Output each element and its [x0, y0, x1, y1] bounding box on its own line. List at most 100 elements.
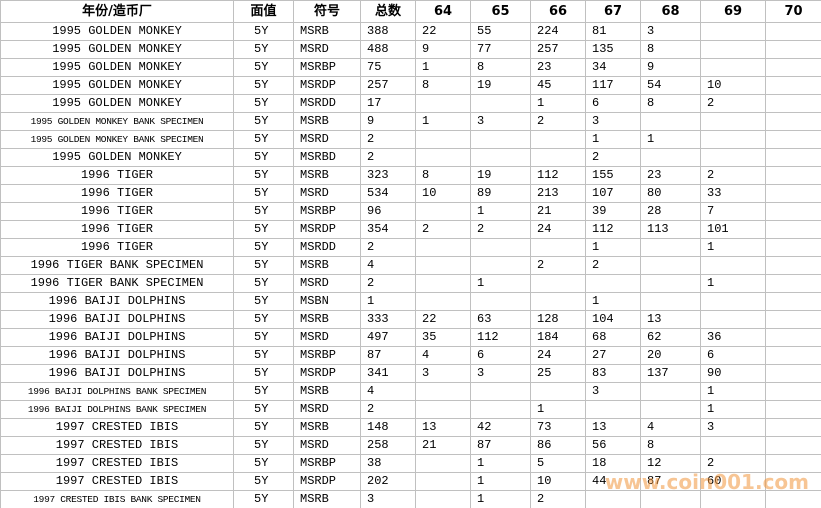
table-cell: 13: [585, 418, 641, 437]
table-cell: 39: [585, 202, 641, 221]
table-cell: 5Y: [233, 364, 294, 383]
table-cell: 86: [530, 436, 586, 455]
table-cell: 1996 TIGER: [0, 184, 234, 203]
table-cell: 5Y: [233, 220, 294, 239]
table-cell: MSRDP: [293, 76, 361, 95]
empty-cell: [530, 238, 586, 257]
table-cell: 4: [640, 418, 701, 437]
empty-cell: [765, 58, 821, 77]
table-cell: 8: [415, 76, 471, 95]
table-cell: 5Y: [233, 454, 294, 473]
table-cell: 128: [530, 310, 586, 329]
table-cell: 19: [470, 166, 531, 185]
empty-cell: [470, 382, 531, 401]
empty-cell: [470, 238, 531, 257]
table-cell: 8: [415, 166, 471, 185]
table-cell: 4: [415, 346, 471, 365]
empty-cell: [585, 274, 641, 293]
table-cell: 20: [640, 346, 701, 365]
table-cell: 117: [585, 76, 641, 95]
empty-cell: [530, 382, 586, 401]
table-row: 1996 TIGER 5Y MSRDP 354 2 2 24 112 113 101: [0, 220, 821, 239]
table-cell: 21: [415, 436, 471, 455]
empty-cell: [765, 184, 821, 203]
table-cell: 90: [700, 364, 766, 383]
table-cell: 63: [470, 310, 531, 329]
table-cell: 1995 GOLDEN MONKEY: [0, 22, 234, 41]
table-cell: 3: [360, 490, 416, 508]
table-cell: 87: [470, 436, 531, 455]
table-cell: 17: [360, 94, 416, 113]
table-cell: MSRBP: [293, 58, 361, 77]
table-cell: 1: [700, 382, 766, 401]
table-cell: 3: [415, 364, 471, 383]
table-cell: 38: [360, 454, 416, 473]
table-row: 1995 GOLDEN MONKEY 5Y MSRDP 257 8 19 45 117 54 10: [0, 76, 821, 95]
table-cell: 34: [585, 58, 641, 77]
empty-cell: [470, 256, 531, 275]
empty-cell: [765, 418, 821, 437]
empty-cell: [415, 94, 471, 113]
table-cell: 1995 GOLDEN MONKEY BANK SPECIMEN: [0, 130, 234, 149]
table-cell: 5Y: [233, 58, 294, 77]
empty-cell: [415, 472, 471, 491]
table-cell: 1: [530, 400, 586, 419]
table-cell: 1: [470, 274, 531, 293]
header-cell: 66: [530, 0, 586, 23]
table-cell: 1997 CRESTED IBIS BANK SPECIMEN: [0, 490, 234, 508]
table-cell: 1996 TIGER BANK SPECIMEN: [0, 274, 234, 293]
table-cell: MSRD: [293, 184, 361, 203]
empty-cell: [765, 220, 821, 239]
empty-cell: [700, 310, 766, 329]
empty-cell: [765, 292, 821, 311]
table-cell: 55: [470, 22, 531, 41]
table-cell: 1: [585, 130, 641, 149]
empty-cell: [415, 256, 471, 275]
table-cell: 33: [700, 184, 766, 203]
empty-cell: [415, 292, 471, 311]
table-cell: 22: [415, 22, 471, 41]
table-cell: 5: [530, 454, 586, 473]
table-cell: 81: [585, 22, 641, 41]
table-cell: 68: [585, 328, 641, 347]
table-cell: 22: [415, 310, 471, 329]
table-cell: MSRD: [293, 274, 361, 293]
table-row: 1995 GOLDEN MONKEY 5Y MSRBD 2 2: [0, 148, 821, 167]
table-cell: 23: [530, 58, 586, 77]
empty-cell: [700, 256, 766, 275]
table-cell: 80: [640, 184, 701, 203]
empty-cell: [765, 112, 821, 131]
table-cell: 1: [470, 472, 531, 491]
table-cell: 9: [640, 58, 701, 77]
table-cell: 5Y: [233, 148, 294, 167]
table-cell: 2: [530, 490, 586, 508]
empty-cell: [640, 148, 701, 167]
table-cell: MSRB: [293, 166, 361, 185]
empty-cell: [765, 22, 821, 41]
table-cell: 137: [640, 364, 701, 383]
table-cell: 5Y: [233, 400, 294, 419]
table-cell: 1995 GOLDEN MONKEY: [0, 58, 234, 77]
table-cell: 8: [640, 40, 701, 59]
table-cell: 2: [585, 256, 641, 275]
table-cell: MSRDD: [293, 238, 361, 257]
table-row: 1996 BAIJI DOLPHINS 5Y MSRB 333 22 63 128 104 13: [0, 310, 821, 329]
table-row: 1997 CRESTED IBIS 5Y MSRBP 38 1 5 18 12 2: [0, 454, 821, 473]
table-cell: 2: [530, 256, 586, 275]
table-cell: 1996 BAIJI DOLPHINS: [0, 292, 234, 311]
empty-cell: [765, 202, 821, 221]
empty-cell: [700, 436, 766, 455]
table-cell: 534: [360, 184, 416, 203]
table-cell: 1: [585, 238, 641, 257]
table-cell: 10: [415, 184, 471, 203]
table-cell: 19: [470, 76, 531, 95]
table-cell: 2: [360, 130, 416, 149]
empty-cell: [765, 166, 821, 185]
table-cell: 28: [640, 202, 701, 221]
table-cell: 5Y: [233, 202, 294, 221]
header-cell: 69: [700, 0, 766, 23]
empty-cell: [470, 292, 531, 311]
table-cell: MSRDP: [293, 472, 361, 491]
table-row: 1997 CRESTED IBIS 5Y MSRB 148 13 42 73 13 4 3: [0, 418, 821, 437]
empty-cell: [415, 130, 471, 149]
